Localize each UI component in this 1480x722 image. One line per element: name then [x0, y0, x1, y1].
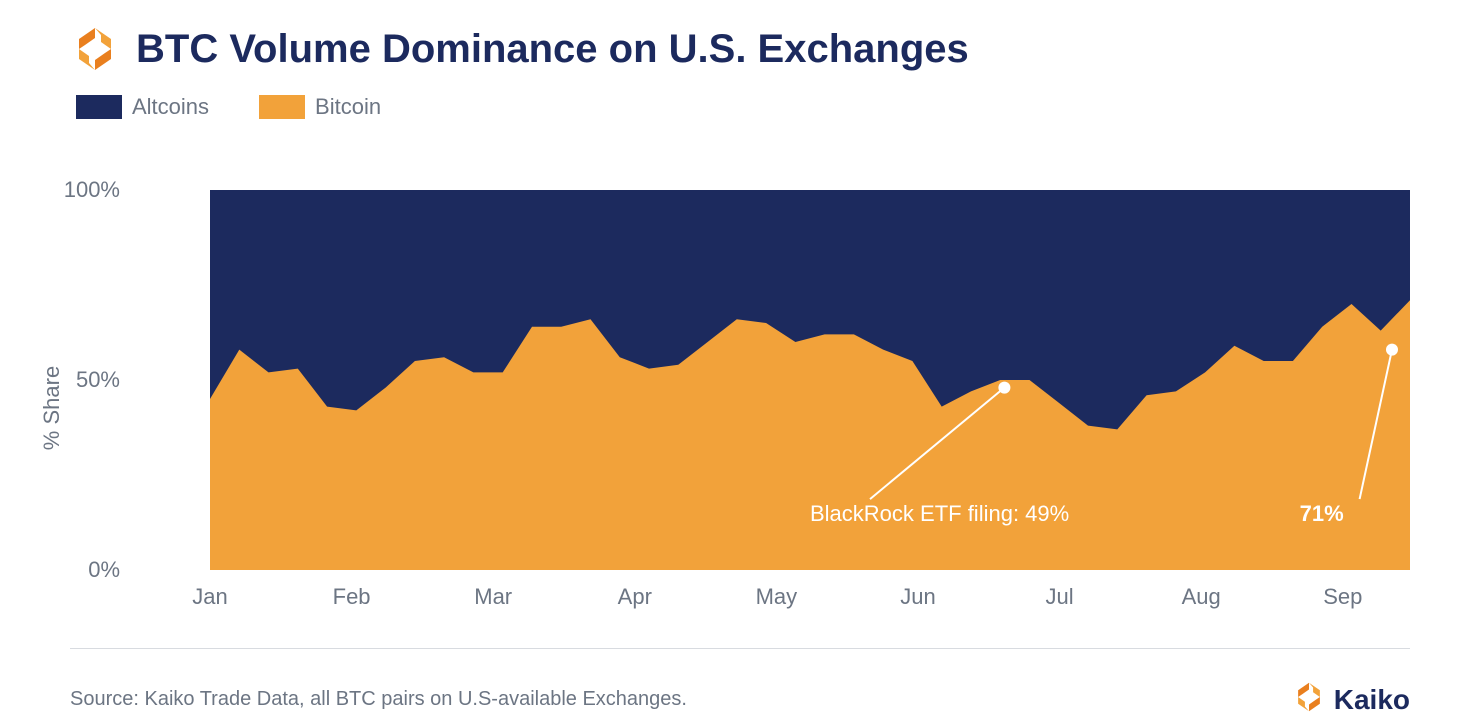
legend-swatch: [76, 95, 122, 119]
x-tick: Mar: [474, 584, 512, 610]
x-tick: Aug: [1182, 584, 1221, 610]
divider: [70, 648, 1410, 649]
legend-label: Altcoins: [132, 94, 209, 120]
legend-item-altcoins: Altcoins: [76, 94, 209, 120]
legend-label: Bitcoin: [315, 94, 381, 120]
legend-item-bitcoin: Bitcoin: [259, 94, 381, 120]
kaiko-logo-icon: [70, 24, 120, 74]
annotation-label: BlackRock ETF filing: 49%: [810, 501, 1069, 526]
chart-legend: Altcoins Bitcoin: [0, 74, 1480, 120]
x-tick: Sep: [1323, 584, 1362, 610]
x-tick: Apr: [618, 584, 652, 610]
chart-header: BTC Volume Dominance on U.S. Exchanges: [0, 0, 1480, 74]
x-tick: May: [756, 584, 798, 610]
source-text: Source: Kaiko Trade Data, all BTC pairs …: [70, 688, 687, 711]
y-tick: 0%: [40, 557, 120, 583]
chart-footer: Source: Kaiko Trade Data, all BTC pairs …: [70, 680, 1410, 719]
y-tick: 100%: [40, 177, 120, 203]
x-tick: Jun: [900, 584, 935, 610]
annotation-dot: [998, 382, 1010, 394]
annotation-dot: [1386, 344, 1398, 356]
footer-brand-text: Kaiko: [1334, 684, 1410, 716]
y-tick: 50%: [40, 367, 120, 393]
footer-brand: Kaiko: [1292, 680, 1410, 719]
legend-swatch: [259, 95, 305, 119]
x-tick: Feb: [333, 584, 371, 610]
annotation-label: 71%: [1300, 501, 1344, 526]
x-tick: Jul: [1046, 584, 1074, 610]
chart-container: % Share 100% 50% 0% BlackRock ETF filing…: [70, 160, 1430, 630]
kaiko-logo-icon: [1292, 680, 1326, 719]
x-tick: Jan: [192, 584, 227, 610]
stacked-area-svg: BlackRock ETF filing: 49% 71%: [210, 190, 1410, 570]
plot-area: BlackRock ETF filing: 49% 71%: [210, 190, 1410, 570]
chart-title: BTC Volume Dominance on U.S. Exchanges: [136, 27, 969, 72]
